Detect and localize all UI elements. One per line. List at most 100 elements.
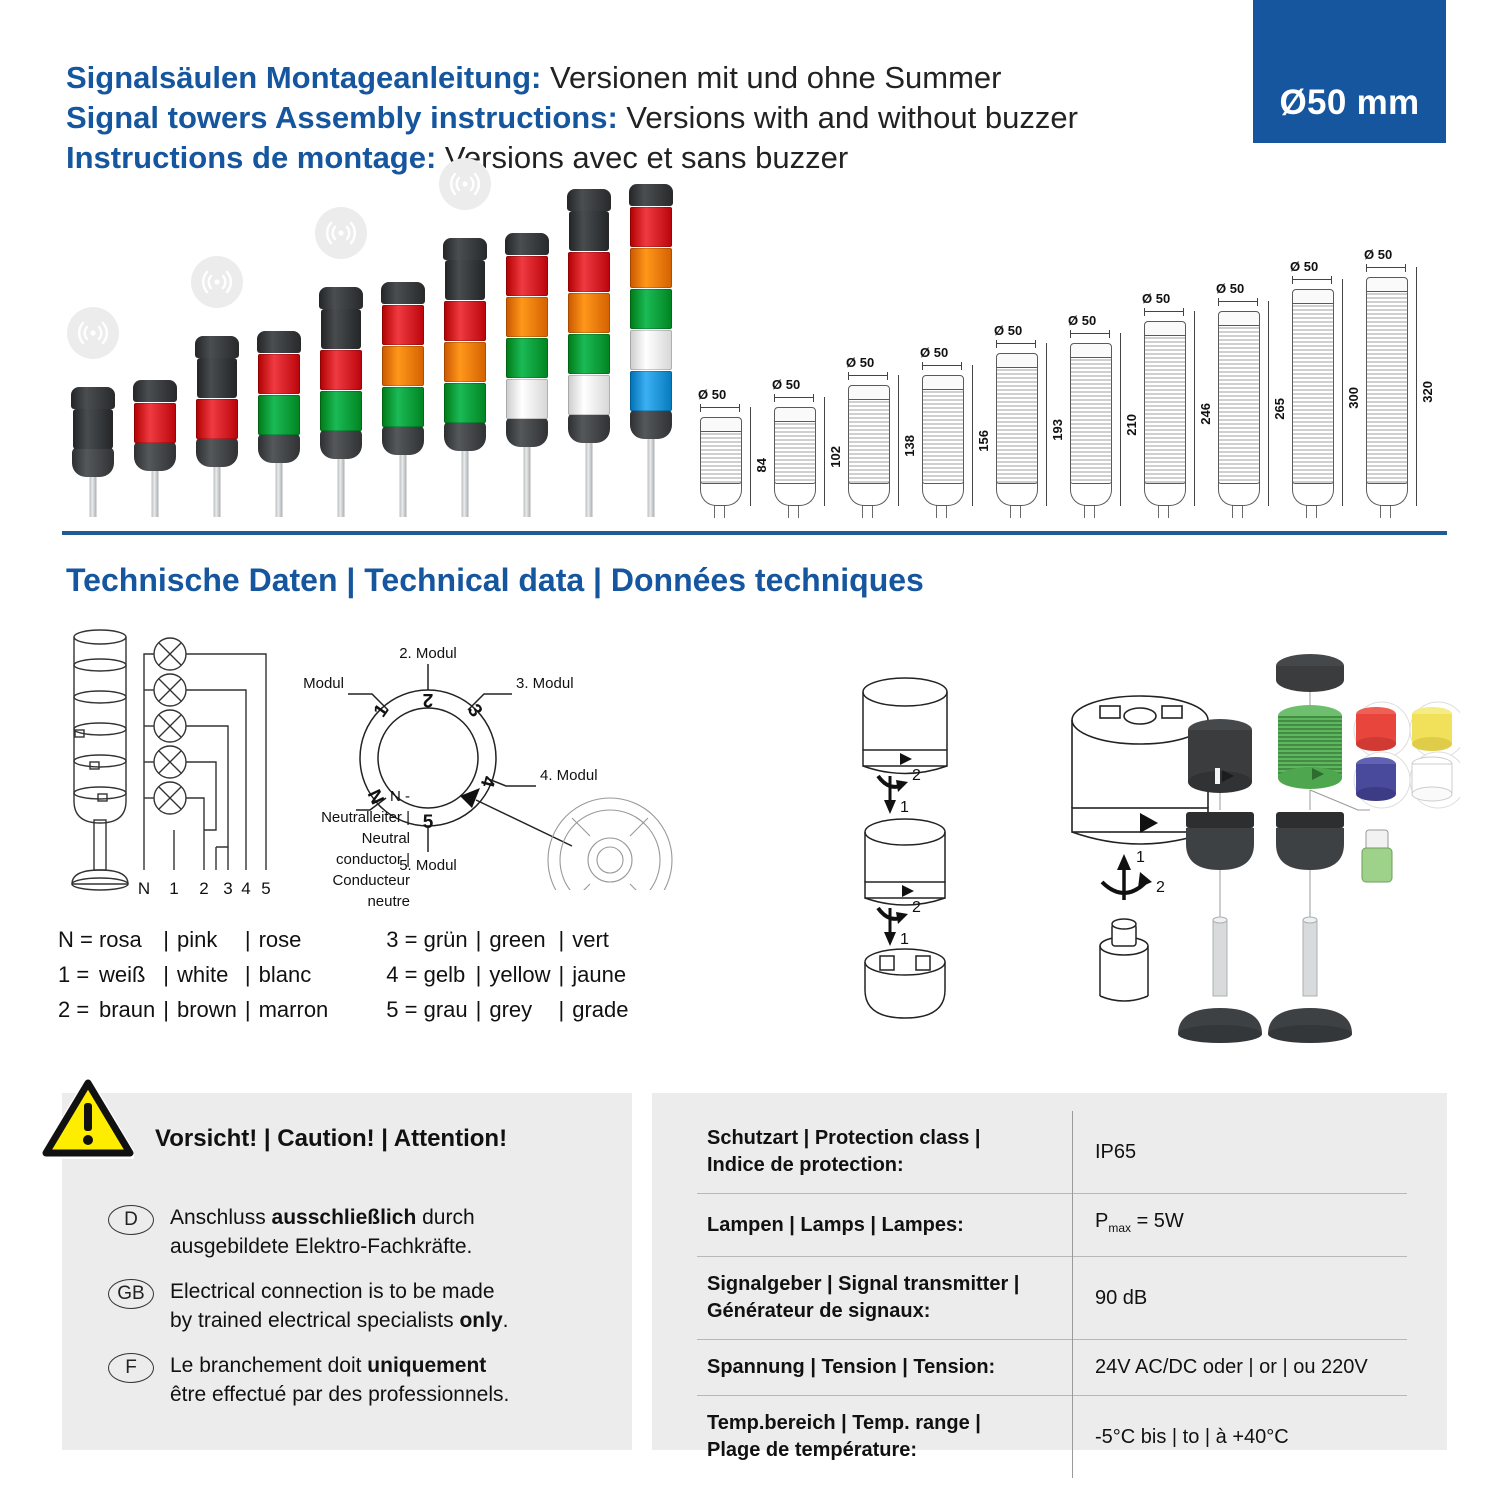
dim-width-line	[1070, 333, 1110, 334]
dim-height-label: 246	[1198, 402, 1213, 425]
dim-height-label: 156	[976, 429, 991, 452]
sound-wave-icon	[315, 207, 367, 259]
dim-top-cap	[774, 407, 816, 422]
dim-width-line	[848, 375, 888, 376]
module-removal-drawing	[1071, 695, 1209, 845]
buzzer-module	[569, 211, 609, 251]
tower-segment-orange	[506, 297, 548, 337]
spec-row: Signalgeber | Signal transmitter | Généra…	[697, 1256, 1407, 1340]
dim-height-label: 84	[754, 458, 769, 473]
wiring-diagram: N 1 2 3 4 5	[52, 622, 352, 907]
dim-width-line	[774, 397, 814, 398]
tower-segment-red	[444, 301, 486, 341]
dim-top-cap	[996, 353, 1038, 368]
assembly-step-2b: 2	[912, 899, 921, 916]
dim-height-line	[972, 365, 973, 506]
assembly-step-2a: 2	[912, 767, 921, 784]
legend-en: pink	[176, 927, 218, 952]
legend-fr: vert	[572, 927, 609, 952]
dim-tick	[1292, 276, 1293, 284]
signal-tower-gallery	[67, 158, 690, 517]
tower-cap	[257, 331, 301, 353]
legend-fr: grade	[572, 997, 629, 1022]
dim-tick	[700, 404, 701, 412]
dim-height-label: 300	[1346, 386, 1361, 409]
dim-height-label: 102	[828, 445, 843, 468]
tower-pole	[89, 477, 97, 517]
tower-segment-orange	[630, 248, 672, 288]
module-stack-middle	[864, 818, 946, 906]
tower-segment-blue	[630, 371, 672, 411]
tower-pole	[523, 447, 531, 517]
tower-segment-orange	[568, 293, 610, 333]
dim-tick	[739, 404, 740, 412]
tower-segment-red	[258, 354, 300, 394]
spec-value: 90 dB	[1072, 1256, 1407, 1340]
dim-width-line	[1218, 301, 1258, 302]
tower-segment-red	[134, 403, 176, 443]
dim-body	[1218, 324, 1260, 484]
assembly-arrow-up	[1100, 854, 1152, 900]
dim-body	[1292, 302, 1334, 484]
module-stack-left	[862, 677, 948, 775]
assembly-step-2c: 2	[1156, 879, 1165, 896]
wiring-terminal-5: 5	[261, 879, 270, 898]
legend-en: white	[176, 962, 229, 987]
dim-top-cap	[1070, 343, 1112, 358]
dim-tick	[1183, 308, 1184, 316]
language-code-d: D	[108, 1205, 154, 1235]
pole-right	[1268, 916, 1352, 1043]
tower-segment-green	[320, 391, 362, 431]
dim-tick	[848, 372, 849, 380]
legend-sep: |	[475, 962, 482, 987]
black-module-part	[1188, 719, 1252, 793]
dim-width-line	[1366, 267, 1406, 268]
ring-label-module2: 2. Modul	[399, 645, 457, 662]
legend-de: braun	[98, 997, 156, 1022]
dim-height-line	[1416, 267, 1417, 506]
ring-label-module3: 3. Modul	[516, 675, 574, 692]
legend-num: 4 =	[386, 962, 424, 987]
warning-item-gb: GB Electrical connection is to be made by …	[108, 1277, 508, 1335]
ring-number-4: 4	[476, 774, 499, 790]
module-color-options	[1353, 701, 1467, 809]
bulb-part	[1361, 829, 1393, 883]
dim-diameter-label: Ø 50	[698, 387, 727, 402]
dim-height-line	[1342, 279, 1343, 506]
title-en-bold: Signal towers Assembly instructions:	[66, 100, 618, 135]
base-adapter-left	[1186, 812, 1254, 870]
spec-value: IP65	[1095, 1140, 1137, 1163]
spec-row: Lampen | Lamps | Lampes: Pmax = 5W	[697, 1193, 1407, 1257]
tower-pole	[461, 451, 469, 517]
title-line-fr: Instructions de montage: Versions avec e…	[66, 138, 1078, 178]
tower-segment-red	[568, 252, 610, 292]
tower-segment-red	[506, 256, 548, 296]
dim-height-label: 138	[902, 434, 917, 457]
ring-label-module4: 4. Modul	[540, 767, 598, 784]
wiring-terminal-N: N	[138, 879, 150, 898]
title-de-rest: Versionen mit und ohne Summer	[541, 60, 1002, 95]
legend-en: yellow	[489, 962, 551, 987]
tower-cap	[505, 233, 549, 255]
wiring-terminal-4: 4	[241, 879, 250, 898]
legend-sep: |	[244, 962, 251, 987]
bulb-socket-drawing	[1099, 918, 1149, 1002]
dim-height-line	[750, 407, 751, 506]
legend-sep: |	[475, 997, 482, 1022]
assembly-diagrams: 1 2 1 2 1	[840, 650, 1460, 1040]
dim-top-cap	[1366, 277, 1408, 292]
sound-wave-icon	[439, 158, 491, 210]
wire-legend-row: 1 = weiß | white | blanc 4 = gelb | yellow | jaun…	[58, 957, 629, 992]
spec-key: Signalgeber | Signal transmitter | Généra…	[697, 1256, 1073, 1340]
tower-cap	[567, 189, 611, 211]
wire-legend-row: 2 = braun | brown | marron 5 = grau | grey | grad…	[58, 992, 629, 1027]
legend-sep: |	[475, 927, 482, 952]
dim-tick	[1109, 330, 1110, 338]
tower-segment-clear	[568, 375, 610, 415]
dim-body	[700, 430, 742, 484]
title-de-bold: Signalsäulen Montageanleitung:	[66, 60, 542, 95]
title-block: Signalsäulen Montageanleitung: Versionen…	[66, 58, 1078, 178]
legend-fr: blanc	[258, 962, 312, 987]
title-line-de: Signalsäulen Montageanleitung: Versionen…	[66, 58, 1078, 98]
legend-en: green	[489, 927, 546, 952]
